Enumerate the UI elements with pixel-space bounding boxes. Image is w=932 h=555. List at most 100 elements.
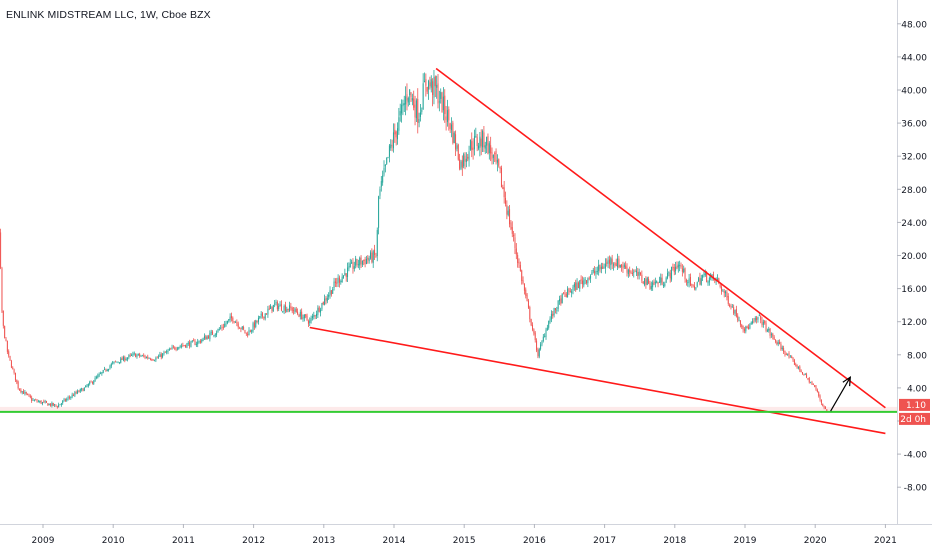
candle-body [683,268,685,272]
annotations[interactable] [0,67,897,435]
candle-body [280,304,282,311]
price-axis-panel[interactable] [897,0,932,550]
candle-body [739,320,741,325]
y-tick-label: 36.00 [901,120,927,130]
candle-body [29,395,31,398]
candle-body [124,357,126,361]
candle-body [336,282,338,284]
breakout-arrow-shaft[interactable] [830,376,851,412]
candle-body [679,265,681,267]
candle-body [702,275,704,278]
candle-body [518,261,520,265]
candle-body [170,348,172,350]
candle-body [212,331,214,335]
candle-body [577,282,579,289]
candle-body [800,370,802,373]
x-tick-label: 2011 [172,536,195,546]
candle-body [23,391,25,394]
candle-body [770,334,772,336]
candle-body [172,346,174,348]
candle-body [105,369,107,371]
candle-body [745,326,747,332]
candle-body [409,89,411,96]
countdown-bg [899,412,930,425]
upper-resistance-trendline[interactable] [435,67,886,409]
candle-body [658,281,660,283]
candle-body [387,156,389,158]
candle-body [44,401,46,403]
candle-body [41,402,43,404]
candle-body [189,342,191,347]
candle-body [676,265,678,269]
candle-body [672,266,674,269]
candle-body [6,340,8,352]
candle-body [257,318,259,322]
candle-body [473,136,475,150]
candle-body [661,277,663,285]
candle-body [148,358,150,360]
candle-body [85,385,87,388]
candle-body [171,347,173,349]
candle-body [117,361,119,363]
candle-body [760,315,762,320]
candle-body [783,347,785,352]
candle-body [278,305,280,310]
candle-body [665,277,667,283]
candle-body [537,349,539,357]
candle-body [394,129,396,135]
candle-body [360,257,362,265]
candle-body [235,321,237,323]
candle-body [490,145,492,154]
candle-body [600,266,602,269]
candle-body [297,311,299,314]
candle-body [671,266,673,280]
breakout-arrow-head[interactable] [842,375,851,387]
candle-body [402,103,404,107]
candle-body [507,210,509,216]
candle-body [652,282,654,288]
candle-body [579,280,581,289]
candle-body [424,80,426,83]
candle-body [259,315,261,318]
candle-body [314,315,316,317]
candle-body [505,197,507,204]
candle-body [345,273,347,278]
candle-body [209,333,211,340]
candle-body [519,264,521,271]
candle-body [407,98,409,103]
candle-body [141,355,143,357]
candle-body [299,311,301,317]
candle-body [162,353,164,358]
candle-body [87,383,89,387]
candle-body [429,82,431,87]
lower-support-trendline[interactable] [309,326,886,435]
candle-body [388,145,390,157]
y-axis: 48.00 44.00 40.00 36.00 32.00 28.00 24.00 20.00… [897,20,927,494]
candle-body [70,396,72,399]
candle-body [514,237,516,249]
candle-body [637,272,639,277]
candle-body [513,234,515,237]
candle-body [56,406,58,408]
candle-body [657,282,659,285]
candle-body [796,364,798,368]
candle-body [125,359,127,361]
candle-body [583,280,585,286]
candle-body [738,320,740,322]
candle-body [425,79,427,86]
candle-body [629,269,631,273]
candle-body [190,341,192,348]
candle-body [132,353,134,356]
candle-body [563,292,565,294]
candle-body [773,336,775,340]
candle-body [784,351,786,355]
candle-body [178,347,180,349]
candle-body [341,276,343,283]
candle-body [469,139,471,150]
candle-body [687,282,689,284]
candle-body [406,94,408,101]
candle-body [156,357,158,359]
candle-body [611,258,613,264]
